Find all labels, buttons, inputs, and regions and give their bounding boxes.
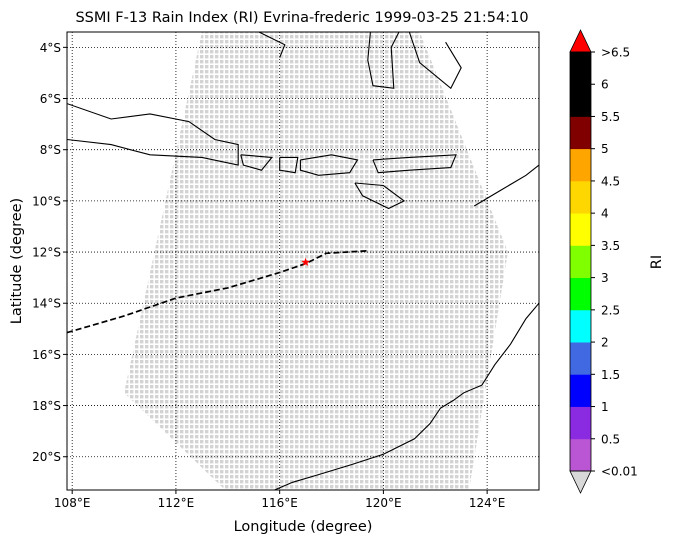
- coastline-1: [240, 154, 273, 171]
- colorbar-tick-label: 3.5: [601, 239, 620, 253]
- colorbar-segment: [570, 84, 591, 117]
- y-tick-label: 6°S: [40, 92, 61, 106]
- colorbar-segment: [570, 342, 591, 375]
- y-tick-label: 10°S: [32, 194, 61, 208]
- colorbar-tick-label: 0.5: [601, 432, 620, 446]
- colorbar-tick-label: 1: [601, 400, 609, 414]
- y-tick-label: 18°S: [32, 399, 61, 413]
- storm-track: [67, 249, 368, 334]
- coastline-11: [481, 302, 539, 386]
- colorbar-tick-label: 4: [601, 207, 609, 221]
- colorbar-tick-label: 6: [601, 78, 609, 92]
- colorbar: <0.01 0.5 1 1.5 2 2.5 3 3.5 4 4.5 5 5.5 6 >6.5: [569, 29, 638, 494]
- x-axis-ticks: 108°E 112°E 116°E 120°E 124°E: [54, 490, 505, 510]
- colorbar-segment: [570, 213, 591, 246]
- colorbar-segment: [570, 309, 591, 343]
- x-axis-label: Longitude (degree): [234, 519, 373, 535]
- x-tick-label: 112°E: [158, 496, 195, 510]
- colorbar-under-arrow: [569, 470, 592, 494]
- coastline-5: [354, 182, 406, 210]
- x-tick-label: 120°E: [365, 496, 402, 510]
- y-tick-label: 12°S: [32, 246, 61, 260]
- colorbar-tick-label: 2.5: [601, 303, 620, 317]
- y-tick-label: 14°S: [32, 297, 61, 311]
- y-tick-label: 20°S: [32, 450, 61, 464]
- colorbar-segment: [570, 438, 591, 472]
- colorbar-segment: [570, 245, 591, 279]
- x-tick-label: 124°E: [469, 496, 506, 510]
- coastline-3: [299, 154, 359, 176]
- coastlines: [67, 32, 539, 490]
- coastline-7: [258, 32, 286, 58]
- map-frame: [66, 31, 540, 491]
- satellite-swath: [124, 32, 508, 490]
- map-area: [67, 32, 539, 490]
- chart-title: SSMI F-13 Rain Index (RI) Evrina-frederi…: [75, 10, 528, 26]
- colorbar-segment: [570, 116, 591, 150]
- colorbar-tick-label: 5: [601, 142, 609, 156]
- colorbar-tick-label: 3: [601, 271, 609, 285]
- coastline-0: [67, 103, 239, 166]
- y-tick-label: 16°S: [32, 348, 61, 362]
- x-tick-label: 116°E: [261, 496, 298, 510]
- colorbar-segment: [570, 180, 591, 214]
- x-tick-label: 108°E: [54, 496, 91, 510]
- colorbar-segment: [570, 374, 591, 407]
- coastline-6: [473, 164, 539, 207]
- colorbar-tick-label: 5.5: [601, 110, 620, 124]
- colorbar-segment: [570, 406, 591, 440]
- colorbar-segment: [570, 277, 591, 311]
- coastline-4: [372, 154, 457, 174]
- colorbar-segment: [570, 148, 591, 182]
- storm-position-marker: [301, 257, 310, 266]
- colorbar-tick-label: 4.5: [601, 174, 620, 188]
- colorbar-frame: [569, 51, 592, 472]
- y-tick-label: 8°S: [40, 143, 61, 157]
- y-axis-ticks: 4°S 6°S 8°S 10°S 12°S 14°S 16°S 18°S 20°S: [32, 41, 67, 464]
- gridlines: [67, 32, 539, 490]
- colorbar-tick-label: >6.5: [601, 46, 630, 60]
- colorbar-tick-label: 2: [601, 336, 609, 350]
- colorbar-tick-label: 1.5: [601, 368, 620, 382]
- coastline-9: [408, 32, 462, 90]
- y-tick-label: 4°S: [40, 41, 61, 55]
- colorbar-segment: [570, 52, 591, 85]
- colorbar-label: RI: [649, 255, 665, 269]
- y-axis-label: Latitude (degree): [9, 198, 25, 324]
- colorbar-over-arrow: [569, 29, 592, 53]
- coastline-10: [274, 384, 483, 490]
- colorbar-tick-label: <0.01: [601, 465, 638, 479]
- coastline-2: [279, 156, 299, 174]
